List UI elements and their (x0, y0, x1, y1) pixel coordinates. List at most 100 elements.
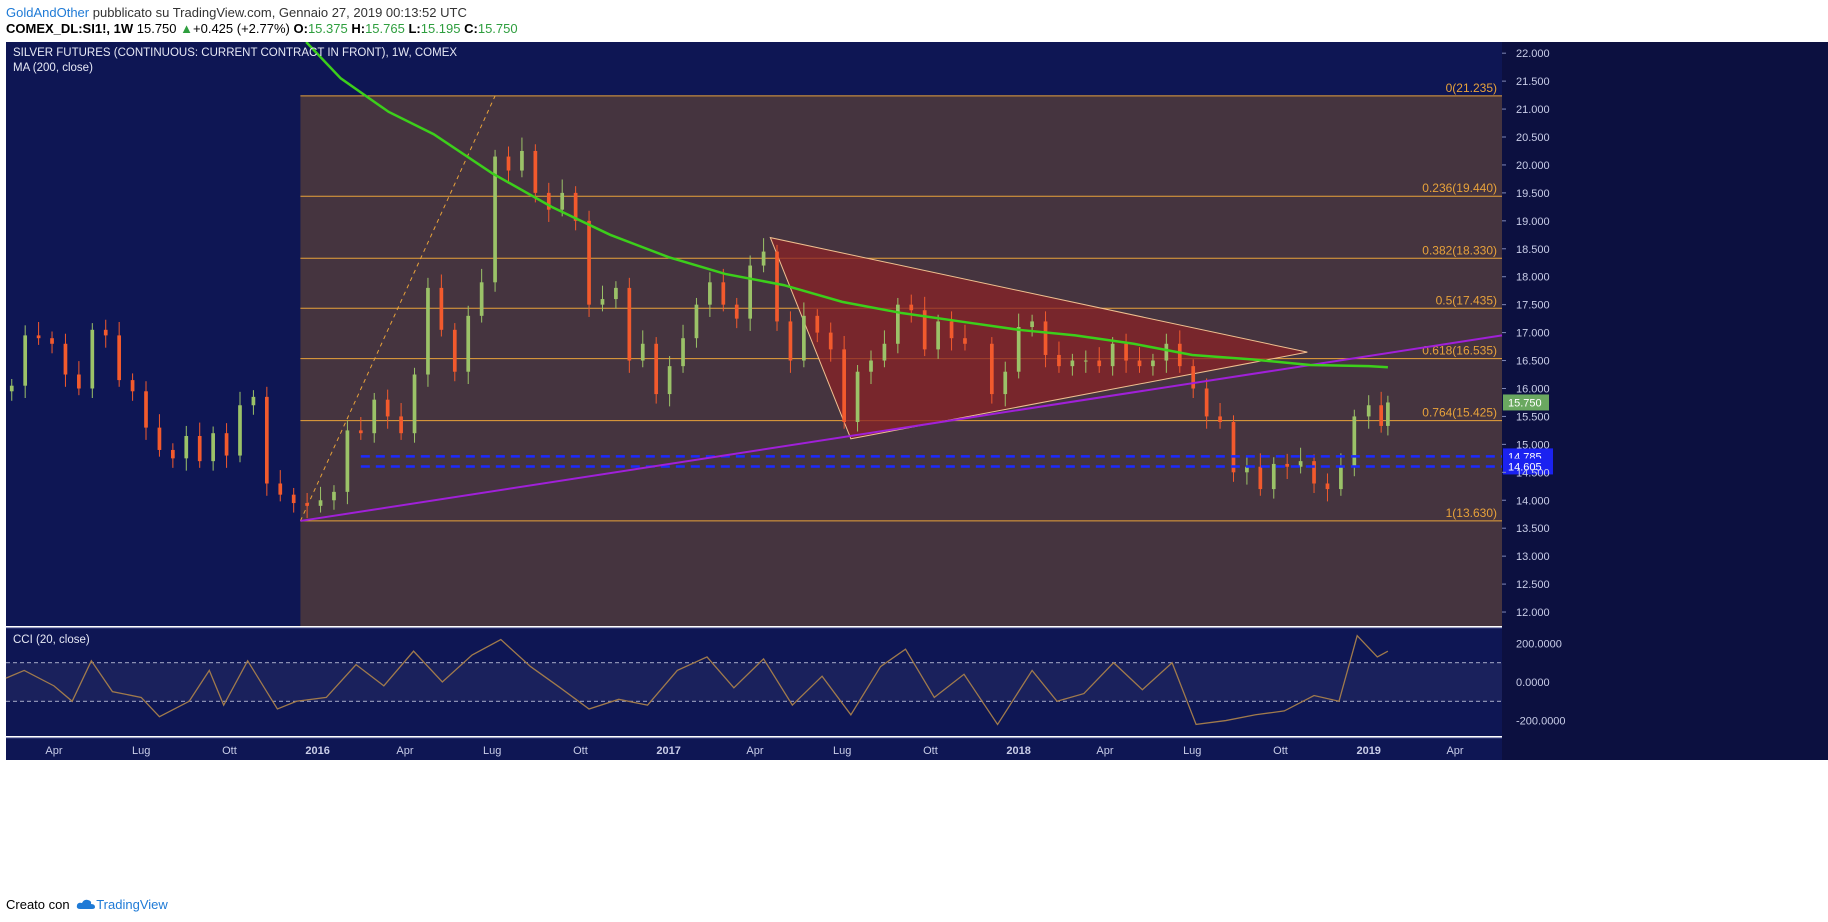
published-text: pubblicato su TradingView.com, Gennaio 2… (92, 5, 467, 20)
candle-body (1070, 360, 1075, 367)
candle-body (775, 251, 779, 322)
candle-body (882, 343, 887, 361)
fib-level-label: 0.236(19.440) (1422, 181, 1497, 195)
price-scale-label: 18.000 (1516, 272, 1550, 284)
candle-body (1177, 343, 1182, 367)
ma-indicator-label: MA (200, close) (13, 62, 93, 74)
candle-body (1312, 461, 1316, 484)
close-label: C: (464, 21, 478, 36)
candle-body (573, 192, 578, 221)
candle-body (506, 156, 511, 171)
candle-body (332, 491, 336, 501)
candle-body (627, 287, 632, 361)
price-scale-label: 16.000 (1516, 383, 1550, 395)
candle-body (117, 335, 122, 381)
candle-body (278, 483, 283, 495)
price-scale-label: 15.000 (1516, 439, 1550, 451)
time-axis-label: Apr (1096, 745, 1113, 757)
candle-body (130, 380, 135, 392)
cci-line (5, 634, 1389, 726)
candle-body (1164, 343, 1169, 361)
up-arrow-icon: ▲ (180, 21, 194, 36)
price-scale-label: 17.000 (1516, 328, 1550, 340)
candle-body (748, 265, 753, 319)
candle-body (1124, 343, 1128, 361)
author-link[interactable]: GoldAndOther (6, 5, 90, 20)
candle-body (197, 435, 202, 462)
candle-body (989, 343, 994, 395)
support-price-badge (1503, 458, 1553, 475)
open-label: O: (293, 21, 308, 36)
candle-body (144, 391, 148, 428)
candle-body (560, 192, 565, 210)
candle-body (385, 399, 390, 417)
candle-body (1003, 371, 1008, 395)
candle-body (600, 299, 605, 305)
publish-info: GoldAndOther pubblicato su TradingView.c… (6, 5, 467, 20)
low-label: L: (408, 21, 421, 36)
footer: Creato con TradingView (6, 897, 168, 912)
symbol-info: COMEX_DL:SI1!, 1W 15.750 ▲+0.425 (+2.77%… (6, 21, 518, 36)
time-axis-label: 2019 (1356, 745, 1380, 757)
time-axis-label: Apr (45, 745, 62, 757)
candle-body (103, 329, 108, 336)
tradingview-cloud-icon (77, 899, 96, 909)
candle-body (345, 430, 350, 492)
candle-body (479, 282, 484, 316)
fib-level-label: 1(13.630) (1446, 506, 1497, 520)
triangle-pattern (769, 236, 1308, 440)
price-scale-label: 13.500 (1516, 523, 1550, 535)
candle-body (842, 349, 846, 423)
high-value: 15.765 (365, 21, 405, 36)
candle-body (1137, 360, 1142, 367)
time-axis-label: Lug (132, 745, 150, 757)
tradingview-link[interactable]: TradingView (96, 897, 168, 912)
fib-level-label: 0.618(16.535) (1422, 344, 1497, 358)
candle-body (1231, 422, 1236, 473)
time-axis-label: Apr (396, 745, 413, 757)
time-axis-label: 2017 (656, 745, 680, 757)
candle-body (291, 494, 296, 504)
candle-body (1151, 360, 1155, 367)
candle-body (815, 315, 820, 333)
candle-body (949, 321, 954, 339)
cci-band-fill (6, 662, 1502, 702)
fib-level-label: 0.5(17.435) (1436, 293, 1497, 307)
candle-body (36, 335, 41, 339)
candle-body (318, 500, 323, 506)
candle-body (251, 396, 256, 406)
time-axis-label: Ott (222, 745, 237, 757)
cci-pane-background (6, 628, 1502, 736)
candle-body (238, 405, 242, 456)
candle-body (520, 150, 524, 171)
candle-body (681, 338, 685, 367)
price-scale-label: 14.000 (1516, 495, 1550, 507)
candle-body (614, 287, 618, 300)
candle-body (1258, 466, 1263, 490)
price-scale-label: 12.000 (1516, 607, 1550, 619)
price-chart[interactable]: 0(21.235) 0.236(19.440) 0.382(18.330) 0.5(1… (0, 42, 1828, 892)
candle-body (23, 335, 28, 386)
cci-scale-label: 0.0000 (1516, 677, 1550, 689)
candle-body (211, 433, 215, 462)
candle-body (936, 321, 940, 350)
created-with-text: Creato con (6, 897, 70, 912)
price-scale-label: 20.500 (1516, 132, 1550, 144)
candle-body (426, 287, 430, 375)
price-scale-label: 15.500 (1516, 411, 1550, 423)
candle-body (1030, 321, 1034, 328)
time-axis-label: Ott (923, 745, 938, 757)
candle-body (63, 343, 68, 375)
price-scale-label: 19.500 (1516, 188, 1550, 200)
candle-body (184, 435, 189, 459)
candle-body (77, 374, 81, 389)
time-axis-label: Lug (1183, 745, 1201, 757)
candle-body (399, 416, 403, 434)
candle-body (1057, 354, 1061, 367)
cci-scale-label: 200.0000 (1516, 638, 1562, 650)
price-scale-label: 12.500 (1516, 579, 1550, 591)
time-axis-label: Apr (1446, 745, 1463, 757)
candle-body (157, 427, 162, 450)
candle-body (1285, 463, 1290, 467)
candle-body (546, 192, 551, 210)
